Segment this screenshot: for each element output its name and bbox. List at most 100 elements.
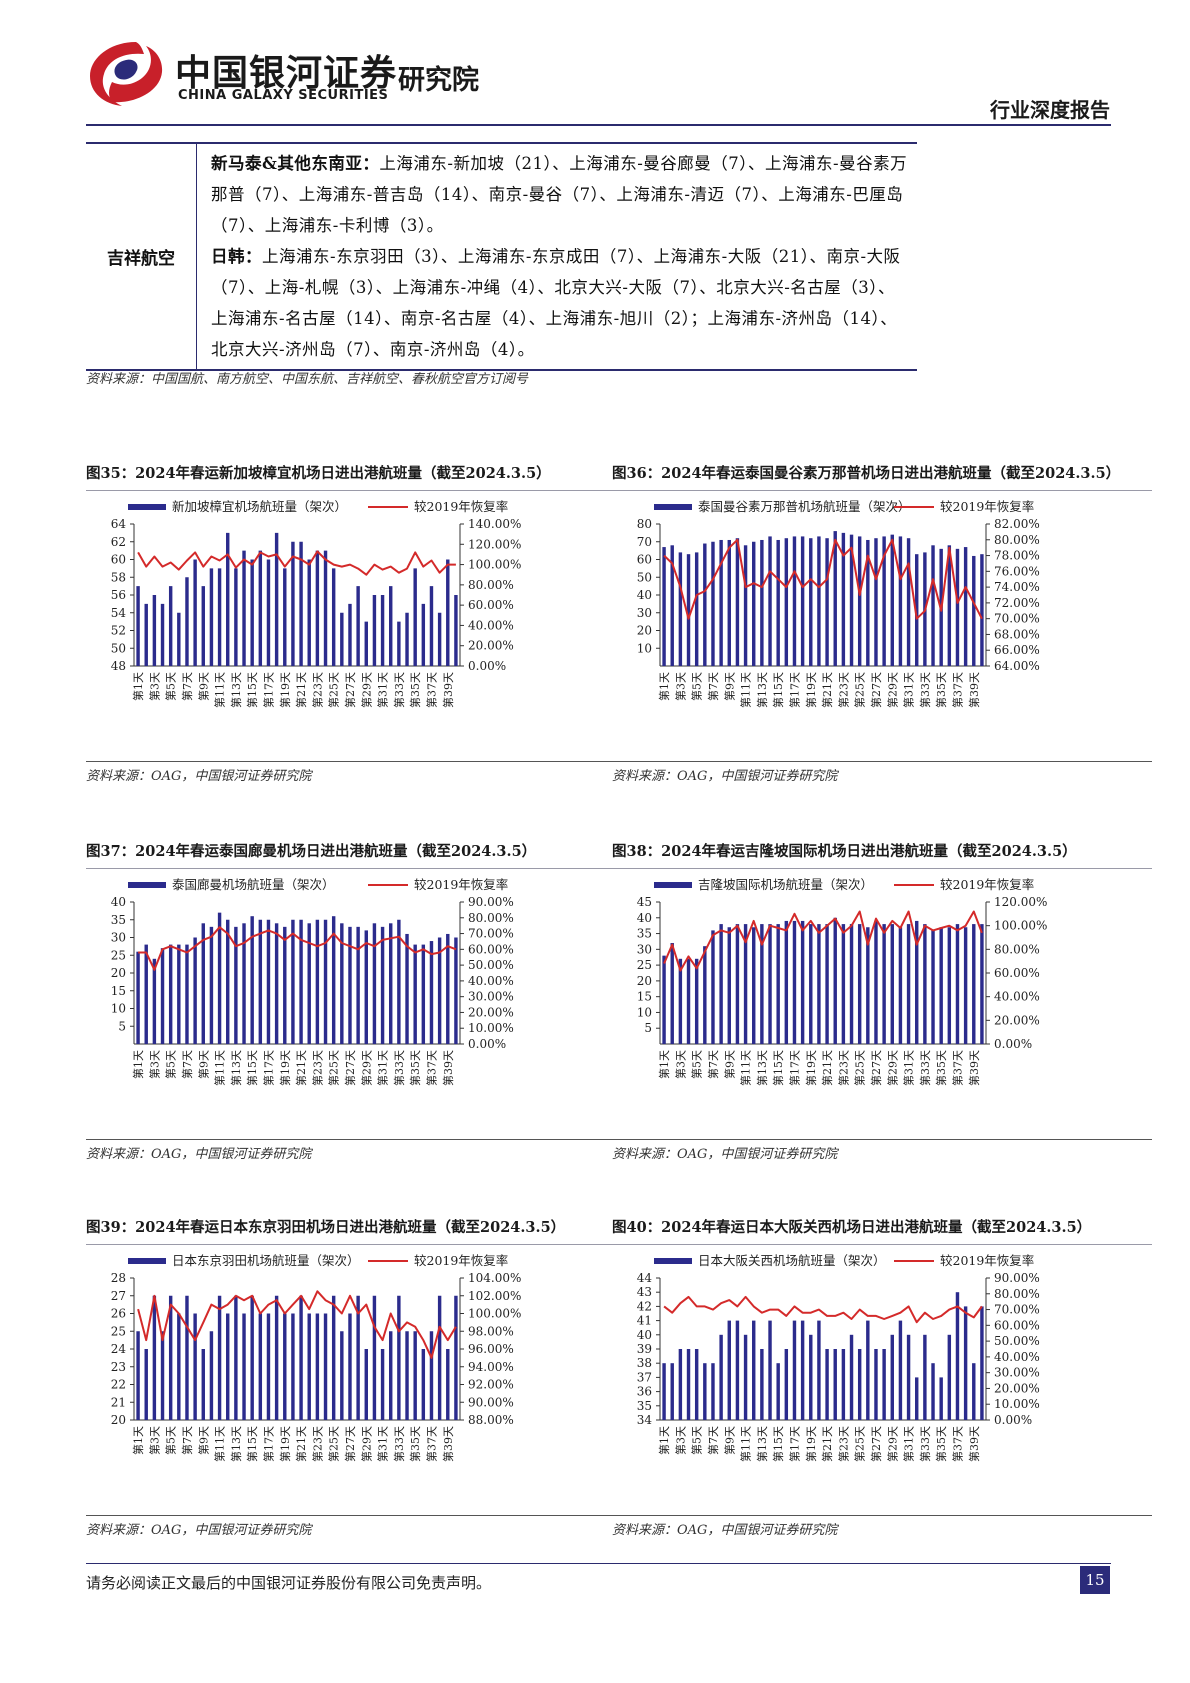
bar (931, 545, 935, 666)
bar (234, 568, 238, 666)
y-tick-label-left: 60 (111, 553, 126, 567)
bar (331, 916, 336, 1044)
legend-bar-swatch (654, 882, 692, 888)
bar (857, 1349, 862, 1420)
x-tick-label: 第15天 (245, 672, 259, 708)
x-tick-label: 第29天 (359, 672, 373, 708)
x-tick-label: 第7天 (706, 1426, 720, 1455)
y-tick-label-left: 37 (637, 1370, 652, 1384)
x-tick-label: 第33天 (392, 672, 406, 708)
y-tick-label-right: 90.00% (994, 1271, 1040, 1285)
x-tick-label: 第21天 (820, 1050, 834, 1086)
bar (405, 612, 409, 666)
y-tick-label-left: 25 (637, 958, 652, 972)
bar (348, 1313, 352, 1420)
bar (397, 621, 401, 666)
y-tick-label-left: 58 (111, 570, 126, 584)
x-tick-label: 第31天 (376, 1050, 390, 1086)
bar (250, 916, 254, 1044)
x-tick-label: 第15天 (771, 672, 785, 708)
y-tick-label-left: 42 (637, 1299, 652, 1313)
bar (735, 924, 740, 1044)
bar (168, 944, 173, 1044)
figure-38: 图38：2024年春运吉隆坡国际机场日进出港航班量（截至2024.3.5） 吉隆… (612, 832, 1152, 1162)
legend-line-label: 较2019年恢复率 (414, 1253, 508, 1268)
bar (446, 559, 450, 666)
bar (931, 930, 935, 1044)
figure-rule (86, 761, 626, 762)
x-tick-label: 第11天 (213, 1050, 227, 1086)
x-tick-label: 第13天 (755, 1050, 769, 1086)
table-source: 资料来源：中国国航、南方航空、中国东航、吉祥航空、春秋航空官方订阅号 (86, 372, 529, 387)
recovery-rate-line (663, 1295, 983, 1324)
bar (291, 1313, 295, 1420)
recovery-rate-line (138, 926, 457, 971)
y-tick-label-right: 80.00% (994, 942, 1040, 956)
bar (784, 1349, 789, 1420)
bar (874, 538, 878, 666)
chart-38: 吉隆坡国际机场航班量（架次） 较2019年恢复率51015202530354045… (637, 877, 1048, 1086)
y-tick-label-left: 35 (637, 1399, 652, 1413)
x-tick-label: 第13天 (229, 672, 243, 708)
x-tick-label: 第35天 (934, 1426, 948, 1462)
bar (380, 926, 385, 1044)
y-tick-label-left: 44 (637, 1271, 653, 1285)
figure-36: 图36：2024年春运泰国曼谷素万那普机场日进出港航班量（截至2024.3.5）… (612, 454, 1152, 784)
legend-line-label: 较2019年恢复率 (414, 499, 508, 514)
bar (209, 568, 214, 666)
legend-bar-swatch (128, 1258, 166, 1264)
y-tick-label-right: 80.00% (994, 1287, 1040, 1301)
x-tick-label: 第37天 (951, 672, 965, 708)
figure-source: 资料来源：OAG，中国银河证券研究院 (86, 1147, 312, 1162)
bar (882, 924, 886, 1044)
figure-rule (86, 490, 626, 491)
legend-bar-label: 吉隆坡国际机场航班量（架次） (698, 877, 873, 892)
figure-title: 图35：2024年春运新加坡樟宜机场日进出港航班量（截至2024.3.5） (86, 465, 551, 482)
bar (711, 541, 715, 666)
x-tick-label: 第25天 (853, 1050, 867, 1086)
x-tick-label: 第21天 (294, 1050, 308, 1086)
x-tick-label: 第29天 (359, 1050, 373, 1086)
bar (364, 1349, 368, 1420)
bar (291, 541, 295, 666)
chart-40: 日本大阪关西机场航班量（架次） 较2019年恢复率 3435363738394041… (637, 1253, 1040, 1462)
figure-title: 图40：2024年春运日本大阪关西机场日进出港航班量（截至2024.3.5） (612, 1219, 1092, 1236)
bar (947, 545, 952, 666)
bar (906, 538, 911, 666)
bar (315, 1313, 320, 1420)
bar (323, 1313, 328, 1420)
bar (768, 536, 772, 666)
bar (185, 577, 189, 666)
y-tick-label-left: 36 (637, 1385, 652, 1399)
bar (882, 1349, 886, 1420)
bar (429, 1331, 434, 1420)
legend-bar-swatch (654, 504, 692, 510)
bar (760, 924, 764, 1044)
bar (242, 1313, 246, 1420)
x-tick-label: 第25天 (327, 1050, 341, 1086)
y-tick-label-left: 20 (111, 1413, 126, 1427)
chart-36: 泰国曼谷素万那普机场航班量（架次） 较2019年恢复率 10 20 30 40 50 60 70… (637, 499, 1040, 708)
y-tick-label-left: 70 (637, 535, 652, 549)
y-tick-label-left: 54 (111, 606, 127, 620)
x-tick-label: 第25天 (853, 1426, 867, 1462)
bar (315, 919, 320, 1044)
recovery-rate-line (137, 550, 456, 576)
bar (792, 1320, 797, 1420)
x-tick-label: 第25天 (853, 672, 867, 708)
bar (743, 924, 748, 1044)
x-tick-label: 第13天 (755, 672, 769, 708)
x-tick-label: 第17天 (262, 1426, 276, 1462)
y-tick-label-left: 40 (637, 1328, 652, 1342)
x-tick-label: 第27天 (343, 1050, 357, 1086)
bar (955, 548, 960, 666)
bar (727, 927, 731, 1044)
x-tick-label: 第3天 (673, 1050, 687, 1079)
y-tick-label-right: 60.00% (994, 1318, 1040, 1332)
y-tick-label-right: 20.00% (468, 1005, 514, 1019)
x-tick-label: 第35天 (408, 1050, 422, 1086)
y-tick-label-right: 92.00% (468, 1378, 514, 1392)
y-tick-label-left: 25 (111, 1324, 126, 1338)
brand-name-cn: 中国银河证券 (175, 53, 398, 94)
chart-35: 新加坡樟宜机场航班量（架次） 较2019年恢复率 48 50 52 54 56 58 60 62 6… (111, 499, 522, 708)
